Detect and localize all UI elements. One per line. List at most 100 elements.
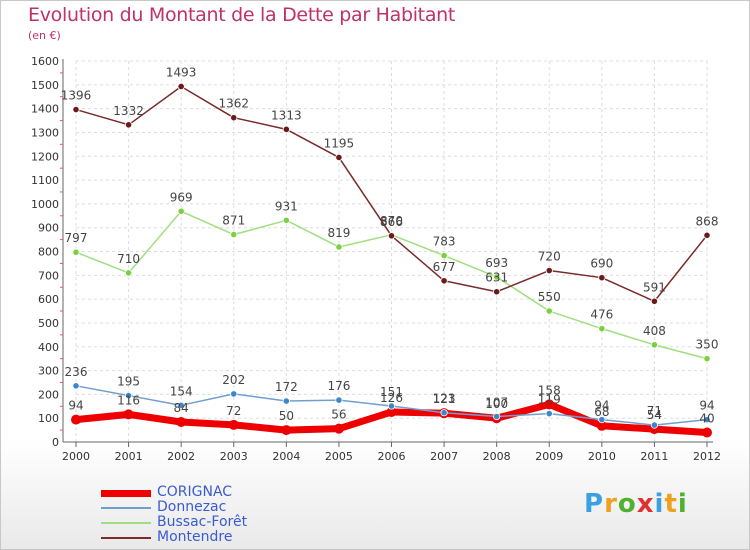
data-label: 591: [643, 280, 666, 294]
data-point: [71, 414, 81, 425]
data-label: 202: [222, 373, 245, 387]
data-label: 1493: [166, 65, 197, 79]
data-point: [545, 266, 553, 275]
data-label: 107: [485, 396, 508, 410]
legend-item: Montendre: [101, 529, 321, 545]
data-point: [702, 427, 712, 438]
data-label: 236: [65, 365, 88, 379]
y-tick-label: 1600: [31, 55, 59, 68]
x-tick-label: 2003: [220, 450, 248, 463]
data-point: [650, 421, 659, 429]
data-label: 40: [699, 411, 714, 425]
legend-item: CORIGNAC: [101, 484, 321, 500]
y-tick-label: 1300: [31, 126, 59, 139]
legend-label: Donnezac: [157, 499, 227, 515]
data-point: [596, 420, 607, 431]
data-label: 783: [433, 235, 456, 249]
data-point: [176, 416, 187, 427]
data-point: [703, 355, 711, 363]
data-point: [545, 307, 553, 315]
data-point: [703, 231, 711, 239]
data-label: 350: [696, 338, 719, 352]
data-point: [177, 401, 185, 409]
data-point: [440, 277, 448, 285]
data-point: [72, 248, 80, 256]
data-label: 94: [68, 399, 83, 413]
x-tick-label: 2000: [62, 450, 90, 463]
data-label: 56: [331, 408, 346, 422]
logo-letter: t: [664, 489, 678, 519]
x-tick-label: 2011: [640, 450, 668, 463]
data-point: [335, 396, 343, 404]
x-tick-label: 2008: [483, 450, 511, 463]
y-tick-label: 0: [52, 436, 59, 449]
logo-letter: P: [584, 489, 605, 519]
data-label: 797: [65, 231, 88, 245]
y-tick-label: 400: [38, 341, 59, 354]
data-label: 94: [594, 399, 609, 413]
data-point: [493, 273, 501, 281]
logo-letter: o: [617, 489, 637, 519]
legend-item: Donnezac: [101, 499, 321, 515]
data-point: [124, 391, 133, 400]
legend-swatch: [101, 522, 151, 524]
data-point: [72, 105, 80, 114]
data-point: [650, 341, 659, 349]
axes: 0 100 200 300 400 500 600 700 800 900 1000 1100 1200…: [31, 55, 721, 463]
data-point: [440, 409, 448, 417]
data-label: 868: [696, 214, 719, 228]
data-label: 71: [647, 404, 662, 418]
x-tick-label: 2010: [588, 450, 616, 463]
chart-title: Evolution du Montant de la Dette par Hab…: [28, 4, 456, 26]
legend: CORIGNAC Donnezac Bussac-Forêt Montendre: [101, 484, 321, 545]
y-tick-label: 100: [38, 412, 59, 425]
data-label: 54: [647, 408, 662, 422]
data-point: [544, 399, 555, 410]
data-point: [124, 121, 133, 129]
data-label: 631: [485, 271, 508, 285]
data-label: 1362: [218, 97, 249, 111]
data-point: [124, 269, 133, 277]
data-label: 123: [433, 392, 456, 406]
series-lines: [71, 82, 712, 438]
data-point: [598, 416, 606, 424]
y-tick-label: 1400: [31, 103, 59, 116]
data-point: [282, 397, 290, 405]
y-tick-label: 300: [38, 365, 59, 378]
y-tick-label: 1000: [31, 198, 59, 211]
data-point: [230, 114, 238, 122]
x-tick-label: 2006: [378, 450, 406, 463]
data-point: [230, 230, 238, 239]
data-label: 151: [380, 385, 403, 399]
y-tick-label: 900: [38, 222, 59, 235]
logo-letter: i: [677, 489, 688, 519]
x-tick-label: 2005: [325, 450, 353, 463]
legend-swatch: [101, 507, 151, 509]
data-label: 1332: [113, 104, 144, 118]
logo-letter: i: [654, 489, 665, 519]
data-point: [282, 125, 290, 133]
data-point: [545, 410, 553, 418]
legend-swatch: [101, 537, 151, 539]
data-label: 720: [538, 250, 561, 264]
data-point: [230, 390, 238, 398]
data-label: 693: [485, 256, 508, 270]
data-label: 710: [117, 252, 140, 266]
data-label: 94: [699, 399, 714, 413]
data-label: 871: [222, 214, 245, 228]
y-tick-label: 1200: [31, 150, 59, 163]
data-point: [493, 288, 501, 296]
data-point: [228, 419, 239, 430]
legend-label: CORIGNAC: [157, 484, 233, 500]
data-label: 72: [226, 404, 241, 418]
data-label: 68: [594, 405, 609, 419]
x-tick-label: 2004: [272, 450, 300, 463]
data-label: 1195: [324, 136, 355, 150]
data-point: [598, 325, 606, 333]
data-label: 819: [327, 226, 350, 240]
x-tick-label: 2002: [167, 450, 195, 463]
legend-label: Montendre: [157, 529, 233, 545]
logo-letter: r: [604, 489, 618, 519]
data-label: 866: [380, 215, 403, 229]
x-tick-label: 2001: [115, 450, 143, 463]
